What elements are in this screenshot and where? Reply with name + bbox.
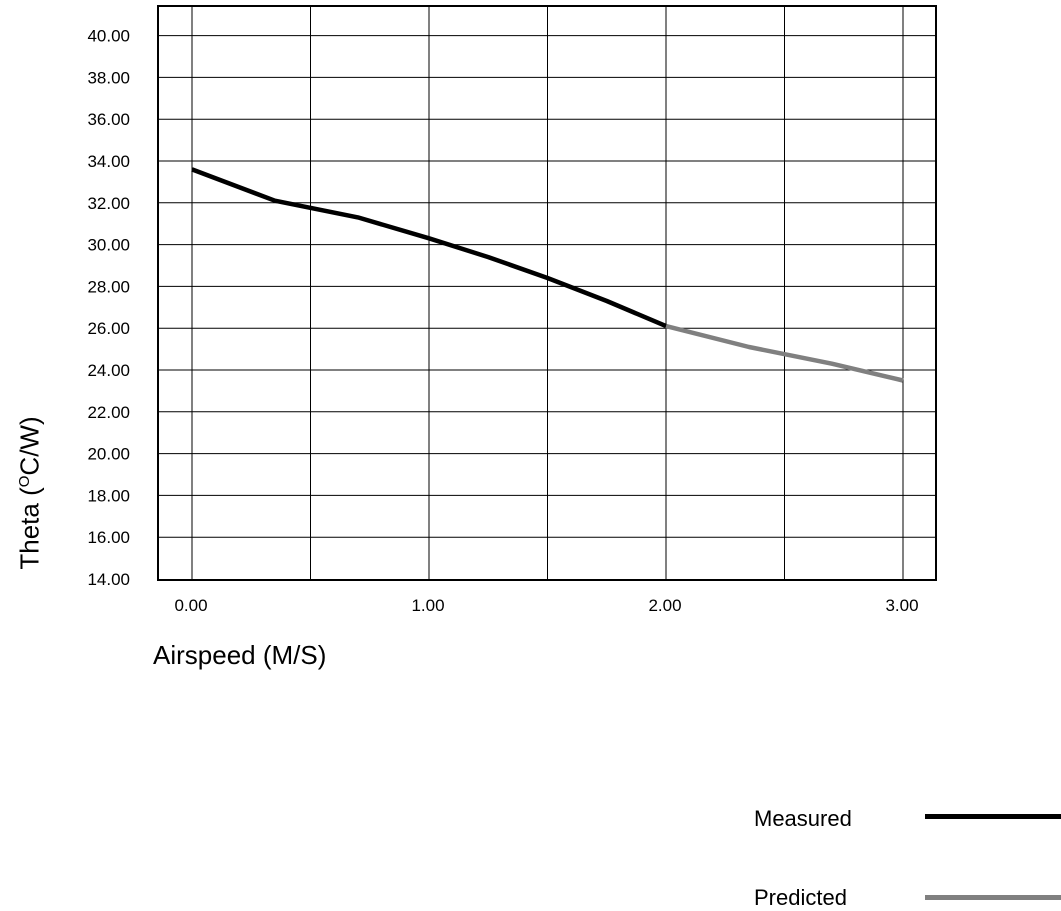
y-tick-label: 22.00 [87, 403, 130, 422]
x-tick-label: 2.00 [648, 596, 681, 615]
legend-line-measured [925, 814, 1061, 819]
series-line-measured [191, 167, 667, 329]
y-tick-label: 30.00 [87, 236, 130, 255]
y-tick-label: 26.00 [87, 319, 130, 338]
y-tick-labels: 40.00 38.00 36.00 34.00 32.00 30.00 28.00 26.00… [87, 27, 130, 589]
x-tick-label: 0.00 [174, 596, 207, 615]
x-tick-label: 1.00 [411, 596, 444, 615]
legend-label-predicted: Predicted [754, 885, 847, 910]
plot-frame [157, 5, 937, 581]
y-tick-label: 40.00 [87, 27, 130, 46]
y-axis-label: Theta (OC/W) [14, 416, 45, 570]
series-layer [191, 167, 904, 383]
grid [158, 6, 936, 580]
y-tick-label: 16.00 [87, 528, 130, 547]
y-tick-label: 32.00 [87, 194, 130, 213]
y-tick-label: 34.00 [87, 152, 130, 171]
x-axis-label: Airspeed (M/S) [153, 640, 327, 670]
y-tick-label: 20.00 [87, 445, 130, 464]
x-tick-labels: 0.00 1.00 2.00 3.00 [174, 596, 918, 615]
y-tick-label: 36.00 [87, 110, 130, 129]
legend-label-measured: Measured [754, 806, 852, 831]
y-tick-label: 18.00 [87, 486, 130, 505]
y-tick-label: 28.00 [87, 277, 130, 296]
y-tick-label: 24.00 [87, 361, 130, 380]
series-line-predicted [665, 323, 904, 383]
y-tick-label: 38.00 [87, 68, 130, 87]
y-tick-label: 14.00 [87, 570, 130, 589]
x-tick-label: 3.00 [885, 596, 918, 615]
legend-line-predicted [925, 895, 1061, 900]
